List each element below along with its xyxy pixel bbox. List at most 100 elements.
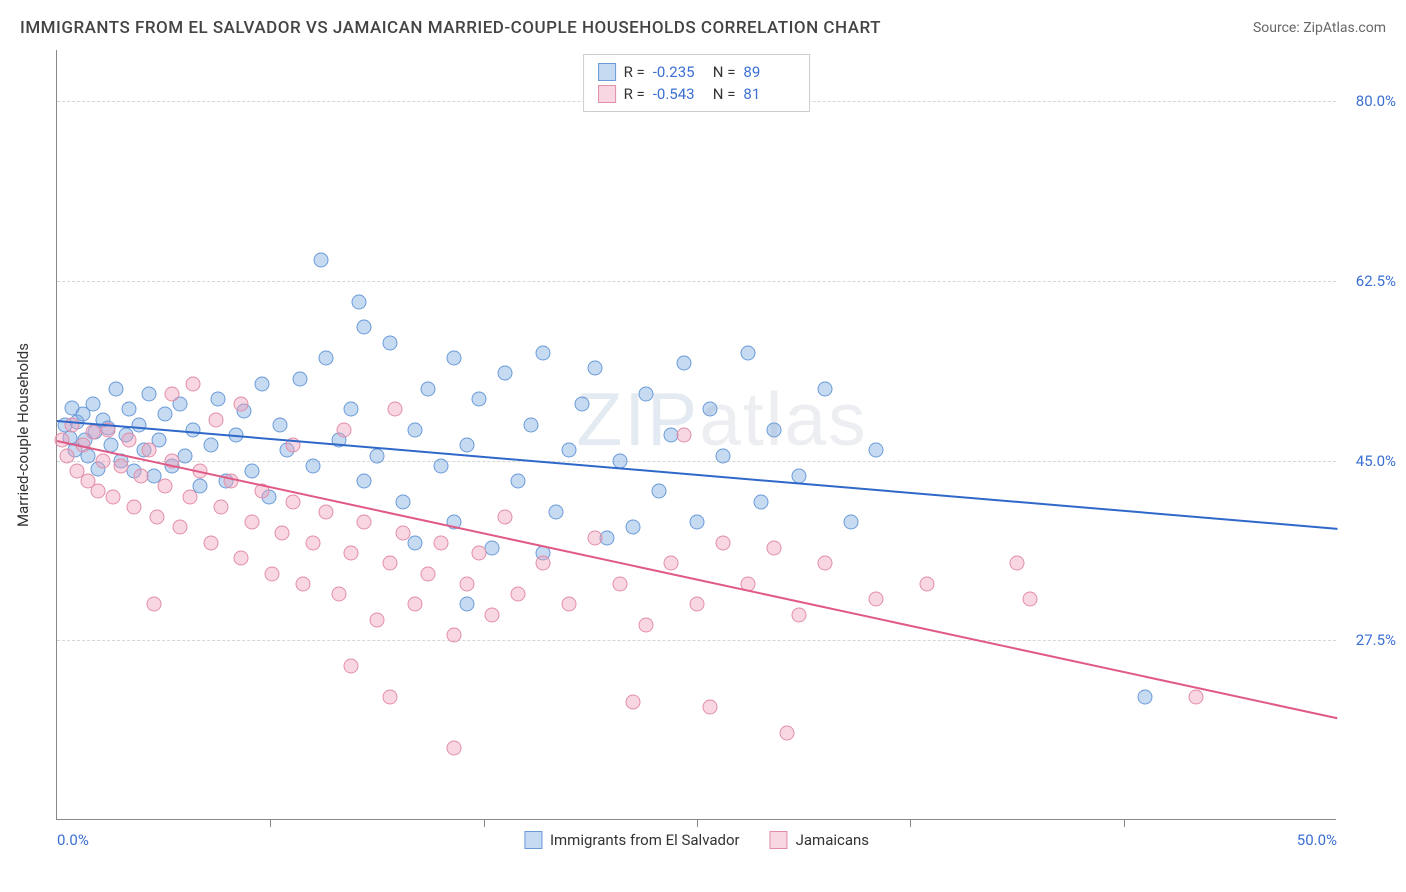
x-tick: [484, 819, 485, 827]
data-point: [370, 448, 385, 463]
x-tick: [1124, 819, 1125, 827]
legend-swatch: [524, 831, 542, 849]
data-point: [869, 592, 884, 607]
data-point: [318, 351, 333, 366]
data-point: [741, 345, 756, 360]
data-point: [142, 386, 157, 401]
data-point: [295, 576, 310, 591]
data-point: [626, 520, 641, 535]
data-point: [65, 417, 80, 432]
data-point: [446, 628, 461, 643]
data-point: [203, 535, 218, 550]
legend-stats-box: R =-0.235N =89R =-0.543N =81: [583, 54, 811, 112]
data-point: [318, 505, 333, 520]
chart-title: IMMIGRANTS FROM EL SALVADOR VS JAMAICAN …: [20, 18, 881, 38]
data-point: [254, 376, 269, 391]
data-point: [1138, 689, 1153, 704]
data-point: [336, 422, 351, 437]
data-point: [920, 576, 935, 591]
grid-line: [57, 281, 1336, 282]
r-label: R =: [624, 85, 645, 103]
data-point: [1022, 592, 1037, 607]
data-point: [126, 499, 141, 514]
data-point: [306, 535, 321, 550]
data-point: [638, 386, 653, 401]
data-point: [779, 725, 794, 740]
x-tick: [270, 819, 271, 827]
data-point: [1010, 556, 1025, 571]
data-point: [352, 294, 367, 309]
n-label: N =: [713, 63, 736, 81]
y-tick-label: 62.5%: [1356, 272, 1396, 290]
legend-swatch: [770, 831, 788, 849]
r-label: R =: [624, 63, 645, 81]
data-point: [702, 700, 717, 715]
data-point: [382, 689, 397, 704]
watermark-bold: ZIP: [577, 377, 700, 461]
data-point: [106, 489, 121, 504]
grid-line: [57, 461, 1336, 462]
data-point: [108, 381, 123, 396]
data-point: [421, 566, 436, 581]
data-point: [85, 424, 100, 439]
data-point: [459, 438, 474, 453]
data-point: [149, 510, 164, 525]
data-point: [213, 499, 228, 514]
data-point: [357, 474, 372, 489]
data-point: [157, 479, 172, 494]
data-point: [183, 489, 198, 504]
data-point: [510, 587, 525, 602]
source-attribution: Source: ZipAtlas.com: [1253, 20, 1386, 36]
plot-area: Married-couple Households ZIPatlas R =-0…: [56, 50, 1336, 820]
data-point: [638, 617, 653, 632]
data-point: [344, 402, 359, 417]
data-point: [587, 530, 602, 545]
data-point: [408, 597, 423, 612]
data-point: [587, 361, 602, 376]
data-point: [408, 422, 423, 437]
data-point: [651, 484, 666, 499]
data-point: [121, 433, 136, 448]
data-point: [434, 535, 449, 550]
legend-swatch: [598, 85, 616, 103]
data-point: [211, 392, 226, 407]
data-point: [446, 351, 461, 366]
data-point: [370, 612, 385, 627]
data-point: [562, 443, 577, 458]
data-point: [549, 505, 564, 520]
data-point: [185, 422, 200, 437]
data-point: [459, 597, 474, 612]
data-point: [357, 515, 372, 530]
x-tick: [910, 819, 911, 827]
n-value: 81: [743, 85, 795, 103]
data-point: [344, 546, 359, 561]
data-point: [96, 453, 111, 468]
legend-item: Jamaicans: [770, 831, 869, 849]
data-point: [626, 694, 641, 709]
data-point: [702, 402, 717, 417]
data-point: [165, 386, 180, 401]
data-point: [715, 535, 730, 550]
data-point: [562, 597, 577, 612]
data-point: [131, 417, 146, 432]
data-point: [485, 540, 500, 555]
legend-label: Immigrants from El Salvador: [550, 831, 740, 849]
data-point: [843, 515, 858, 530]
legend-stats-row: R =-0.543N =81: [598, 83, 796, 105]
data-point: [147, 597, 162, 612]
data-point: [272, 417, 287, 432]
data-point: [387, 402, 402, 417]
data-point: [203, 438, 218, 453]
data-point: [472, 546, 487, 561]
data-point: [690, 515, 705, 530]
data-point: [90, 484, 105, 499]
data-point: [208, 412, 223, 427]
data-point: [85, 397, 100, 412]
source-value: ZipAtlas.com: [1303, 20, 1386, 36]
data-point: [446, 741, 461, 756]
data-point: [754, 494, 769, 509]
data-point: [792, 607, 807, 622]
data-point: [766, 540, 781, 555]
data-point: [536, 556, 551, 571]
data-point: [613, 453, 628, 468]
